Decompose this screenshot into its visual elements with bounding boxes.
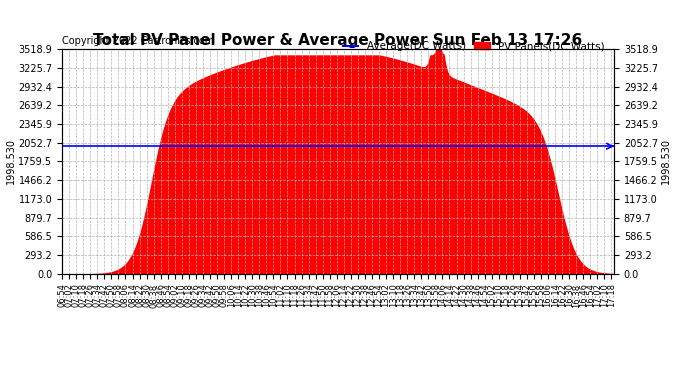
Text: Copyright 2022 Cartronics.com: Copyright 2022 Cartronics.com <box>62 36 215 46</box>
Title: Total PV Panel Power & Average Power Sun Feb 13 17:26: Total PV Panel Power & Average Power Sun… <box>93 33 583 48</box>
Y-axis label: 1998.530: 1998.530 <box>661 138 671 184</box>
Legend: Average(DC Watts), PV Panels(DC Watts): Average(DC Watts), PV Panels(DC Watts) <box>339 37 609 56</box>
Y-axis label: 1998.530: 1998.530 <box>6 138 15 184</box>
